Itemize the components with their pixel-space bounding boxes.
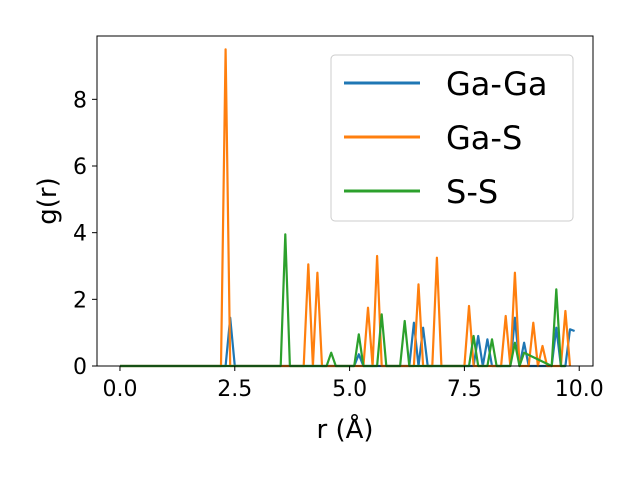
y-tick-label: 2 [73, 288, 87, 313]
y-tick-label: 8 [73, 88, 87, 113]
x-tick-label: 0.0 [102, 377, 137, 402]
x-tick-label: 10.0 [555, 377, 604, 402]
x-tick-label: 2.5 [217, 377, 252, 402]
legend-label-ga-ga: Ga-Ga [446, 65, 548, 103]
x-axis-label: r (Å) [316, 413, 373, 445]
y-axis-label: g(r) [33, 177, 63, 224]
legend-label-ga-s: Ga-S [446, 119, 522, 157]
legend-label-s-s: S-S [446, 173, 498, 211]
plot-frame [96, 35, 594, 367]
y-tick-label: 6 [73, 155, 87, 180]
legend: Ga-Ga Ga-S S-S [330, 54, 574, 222]
legend-box [330, 54, 574, 222]
x-tick-label: 7.5 [447, 377, 482, 402]
series-line-s-s [120, 233, 566, 368]
x-tick-label: 5.0 [332, 377, 367, 402]
y-tick-label: 4 [73, 222, 87, 247]
ticks-layer: 0.0 2.5 5.0 7.5 10.0 0 2 4 6 8 [73, 88, 604, 402]
y-tick-label: 0 [73, 355, 87, 380]
